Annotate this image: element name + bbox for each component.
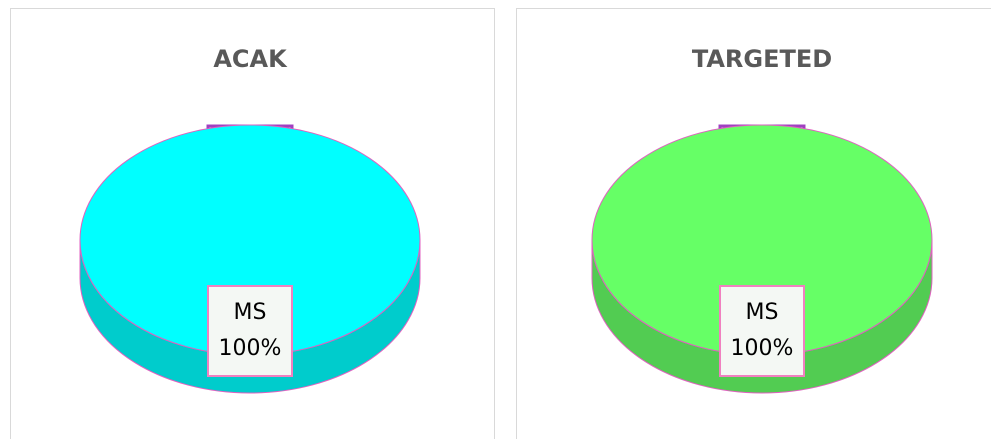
- chart-title: TARGETED: [692, 45, 832, 73]
- chart-title: ACAK: [213, 45, 288, 73]
- data-label-box: [207, 285, 293, 377]
- data-label-value: 100%: [219, 336, 282, 361]
- data-label-box: [719, 285, 805, 377]
- data-label-value: 100%: [731, 336, 794, 361]
- data-label-category: MS: [746, 300, 779, 325]
- data-label-category: MS: [234, 300, 267, 325]
